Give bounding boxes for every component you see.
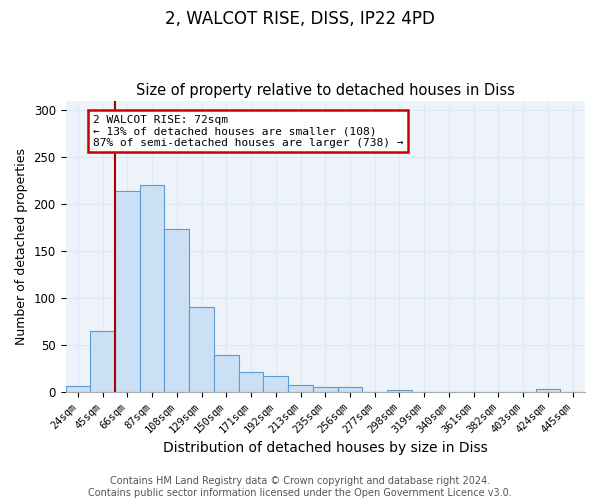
Bar <box>338 388 362 392</box>
Bar <box>263 376 288 392</box>
Bar <box>164 230 189 392</box>
Bar <box>189 306 214 392</box>
Bar <box>140 185 164 392</box>
Bar <box>387 390 412 392</box>
Text: Contains HM Land Registry data © Crown copyright and database right 2024.
Contai: Contains HM Land Registry data © Crown c… <box>88 476 512 498</box>
Bar <box>65 386 90 392</box>
Bar <box>313 388 338 392</box>
Bar <box>239 372 263 392</box>
Bar <box>536 390 560 392</box>
Y-axis label: Number of detached properties: Number of detached properties <box>15 148 28 345</box>
Text: 2 WALCOT RISE: 72sqm
← 13% of detached houses are smaller (108)
87% of semi-deta: 2 WALCOT RISE: 72sqm ← 13% of detached h… <box>93 114 403 148</box>
Bar <box>214 354 239 392</box>
Bar <box>90 331 115 392</box>
Text: 2, WALCOT RISE, DISS, IP22 4PD: 2, WALCOT RISE, DISS, IP22 4PD <box>165 10 435 28</box>
Bar <box>115 191 140 392</box>
X-axis label: Distribution of detached houses by size in Diss: Distribution of detached houses by size … <box>163 441 488 455</box>
Bar <box>288 384 313 392</box>
Title: Size of property relative to detached houses in Diss: Size of property relative to detached ho… <box>136 83 515 98</box>
